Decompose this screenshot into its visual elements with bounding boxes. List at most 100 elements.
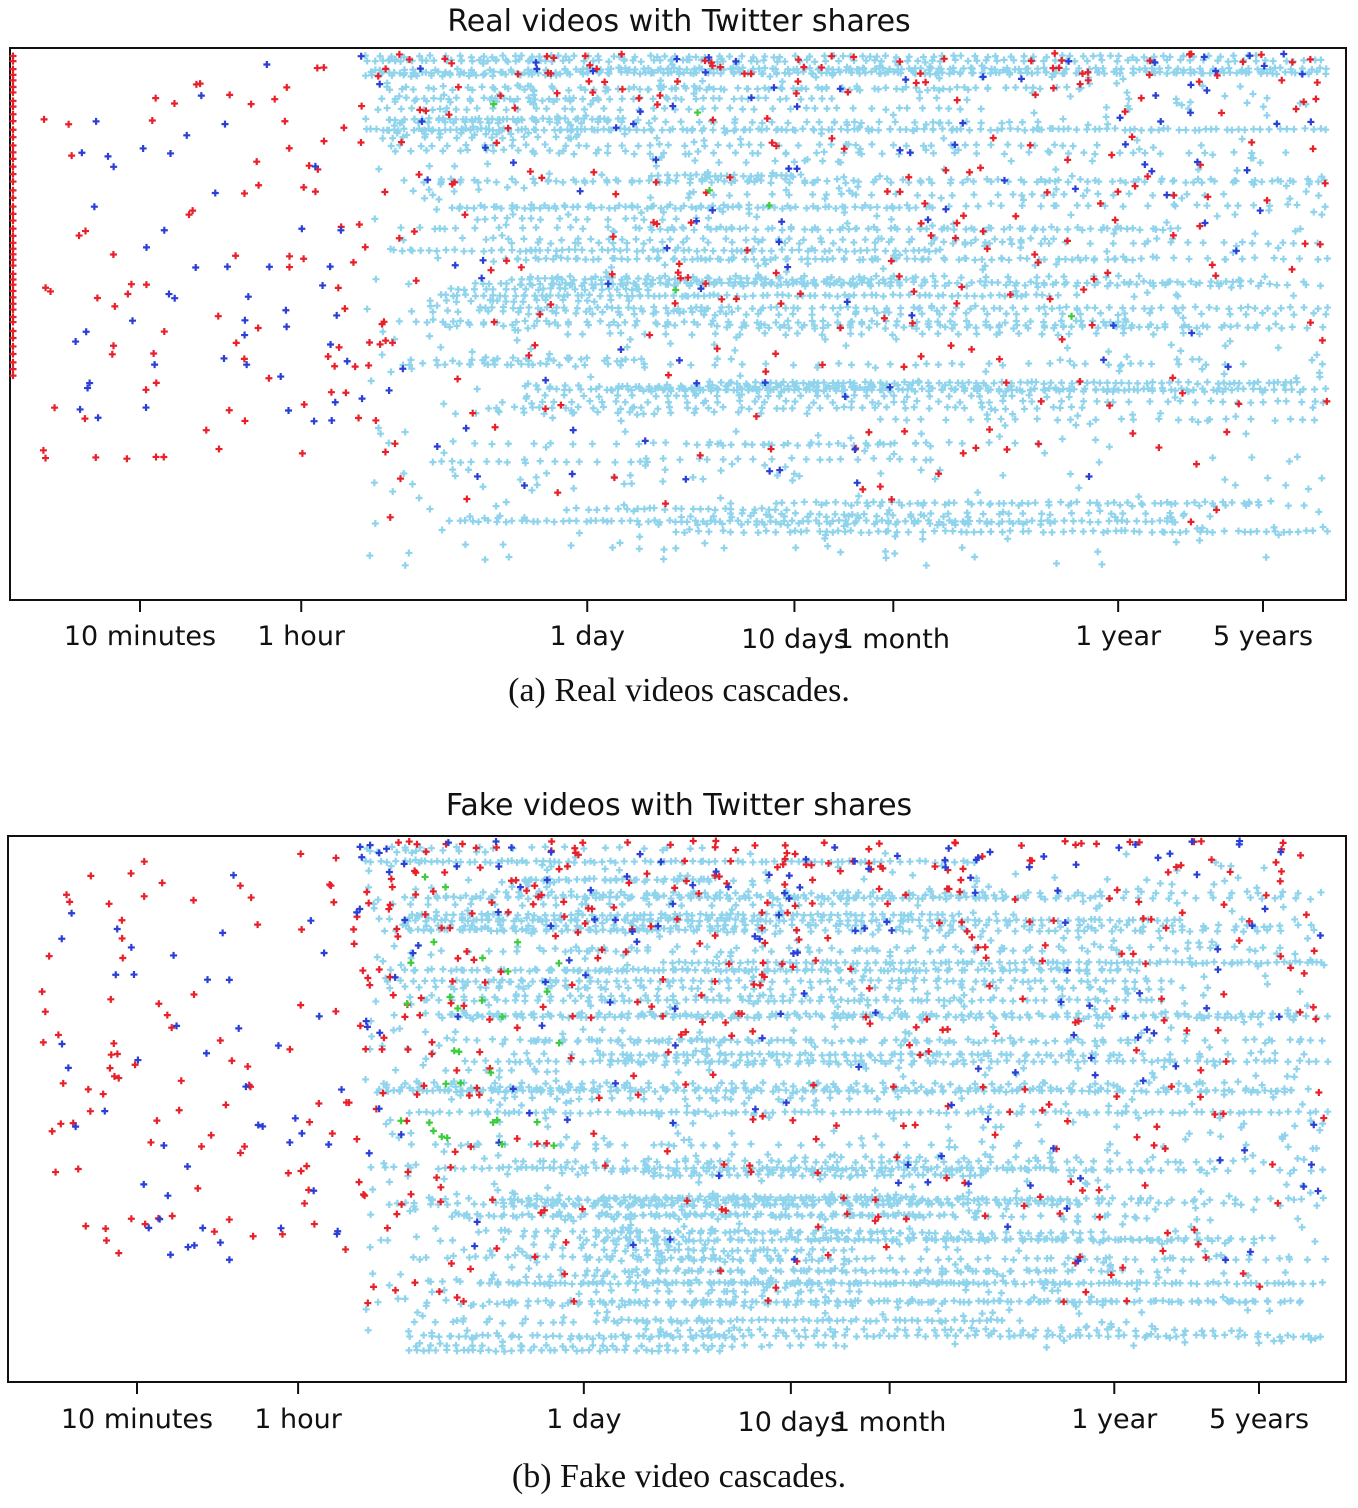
share-marker bbox=[1032, 378, 1040, 386]
share-marker bbox=[961, 141, 969, 149]
share-marker bbox=[818, 331, 826, 339]
x-tick-label: 5 years bbox=[1209, 1404, 1309, 1435]
share-marker bbox=[1254, 378, 1262, 386]
share-marker bbox=[991, 1279, 999, 1287]
share-marker bbox=[717, 378, 725, 386]
share-marker bbox=[620, 857, 628, 865]
share-marker bbox=[857, 330, 865, 338]
share-marker bbox=[1083, 379, 1091, 387]
share-marker bbox=[457, 858, 465, 866]
share-marker bbox=[1037, 202, 1045, 210]
share-marker bbox=[1168, 1280, 1176, 1288]
share-marker bbox=[969, 985, 977, 993]
share-marker bbox=[1258, 1234, 1266, 1242]
share-marker bbox=[655, 140, 663, 148]
share-marker bbox=[745, 141, 753, 149]
share-marker bbox=[902, 142, 910, 150]
share-marker bbox=[1058, 985, 1066, 993]
share-marker bbox=[541, 201, 549, 209]
share-marker bbox=[886, 984, 894, 992]
share-marker bbox=[664, 141, 672, 149]
share-marker bbox=[1017, 378, 1025, 386]
share-marker bbox=[654, 985, 662, 993]
share-marker bbox=[1090, 378, 1098, 386]
share-marker bbox=[1195, 330, 1203, 338]
share-marker bbox=[965, 378, 973, 386]
share-marker bbox=[1041, 985, 1049, 993]
share-marker bbox=[1004, 141, 1012, 149]
share-marker bbox=[555, 858, 563, 866]
share-marker bbox=[1274, 378, 1282, 386]
share-marker bbox=[1235, 379, 1243, 387]
share-marker bbox=[934, 984, 942, 992]
share-marker bbox=[927, 142, 935, 150]
share-marker bbox=[728, 513, 736, 521]
share-marker bbox=[955, 1280, 963, 1288]
share-marker bbox=[1224, 202, 1232, 210]
share-marker bbox=[679, 983, 687, 991]
share-marker bbox=[617, 329, 625, 337]
share-marker bbox=[793, 329, 801, 337]
share-marker bbox=[820, 379, 828, 387]
share-marker bbox=[477, 202, 485, 210]
share-marker bbox=[1293, 201, 1301, 209]
share-marker bbox=[1184, 378, 1192, 386]
share-marker bbox=[741, 983, 749, 991]
x-tick-label: 1 hour bbox=[254, 1404, 343, 1435]
share-marker bbox=[899, 1279, 907, 1287]
share-marker bbox=[417, 142, 425, 150]
share-marker bbox=[946, 378, 954, 386]
share-marker bbox=[1287, 378, 1295, 386]
share-marker bbox=[439, 858, 447, 866]
share-marker bbox=[974, 202, 982, 210]
share-marker bbox=[534, 133, 542, 141]
share-marker bbox=[725, 984, 733, 992]
share-marker bbox=[445, 857, 453, 865]
share-marker bbox=[532, 857, 540, 865]
share-marker bbox=[1007, 984, 1015, 992]
share-marker bbox=[734, 857, 742, 865]
share-marker bbox=[1096, 379, 1104, 387]
share-marker bbox=[1059, 142, 1067, 150]
share-marker bbox=[762, 858, 770, 866]
share-marker bbox=[564, 330, 572, 338]
share-marker bbox=[646, 141, 654, 149]
share-marker bbox=[1223, 1278, 1231, 1286]
share-marker bbox=[1321, 203, 1329, 211]
plot-frame bbox=[9, 47, 1347, 601]
share-marker bbox=[383, 858, 391, 866]
share-marker bbox=[1028, 1278, 1036, 1286]
share-marker bbox=[522, 141, 530, 149]
share-marker bbox=[1194, 380, 1202, 388]
share-marker bbox=[972, 141, 980, 149]
share-marker bbox=[366, 858, 374, 866]
share-marker bbox=[1289, 1280, 1297, 1288]
share-marker bbox=[1101, 202, 1109, 210]
share-marker bbox=[1149, 330, 1157, 338]
share-marker bbox=[681, 142, 689, 150]
share-marker bbox=[574, 985, 582, 993]
share-marker bbox=[590, 859, 598, 867]
share-marker bbox=[1179, 984, 1187, 992]
share-marker bbox=[1065, 330, 1073, 338]
share-marker bbox=[1073, 201, 1081, 209]
share-marker bbox=[606, 1280, 614, 1288]
share-marker bbox=[1233, 1280, 1241, 1288]
share-marker bbox=[606, 329, 614, 337]
share-marker bbox=[1268, 1234, 1276, 1242]
share-marker bbox=[889, 511, 897, 519]
share-marker bbox=[381, 927, 389, 935]
share-marker bbox=[558, 927, 566, 935]
share-marker bbox=[1069, 984, 1077, 992]
share-marker bbox=[1143, 379, 1151, 387]
share-marker bbox=[816, 141, 824, 149]
share-marker bbox=[1203, 202, 1211, 210]
share-marker bbox=[1134, 379, 1142, 387]
share-marker bbox=[1144, 202, 1152, 210]
share-marker bbox=[1152, 1280, 1160, 1288]
share-marker bbox=[1020, 1280, 1028, 1288]
share-marker bbox=[428, 142, 436, 150]
